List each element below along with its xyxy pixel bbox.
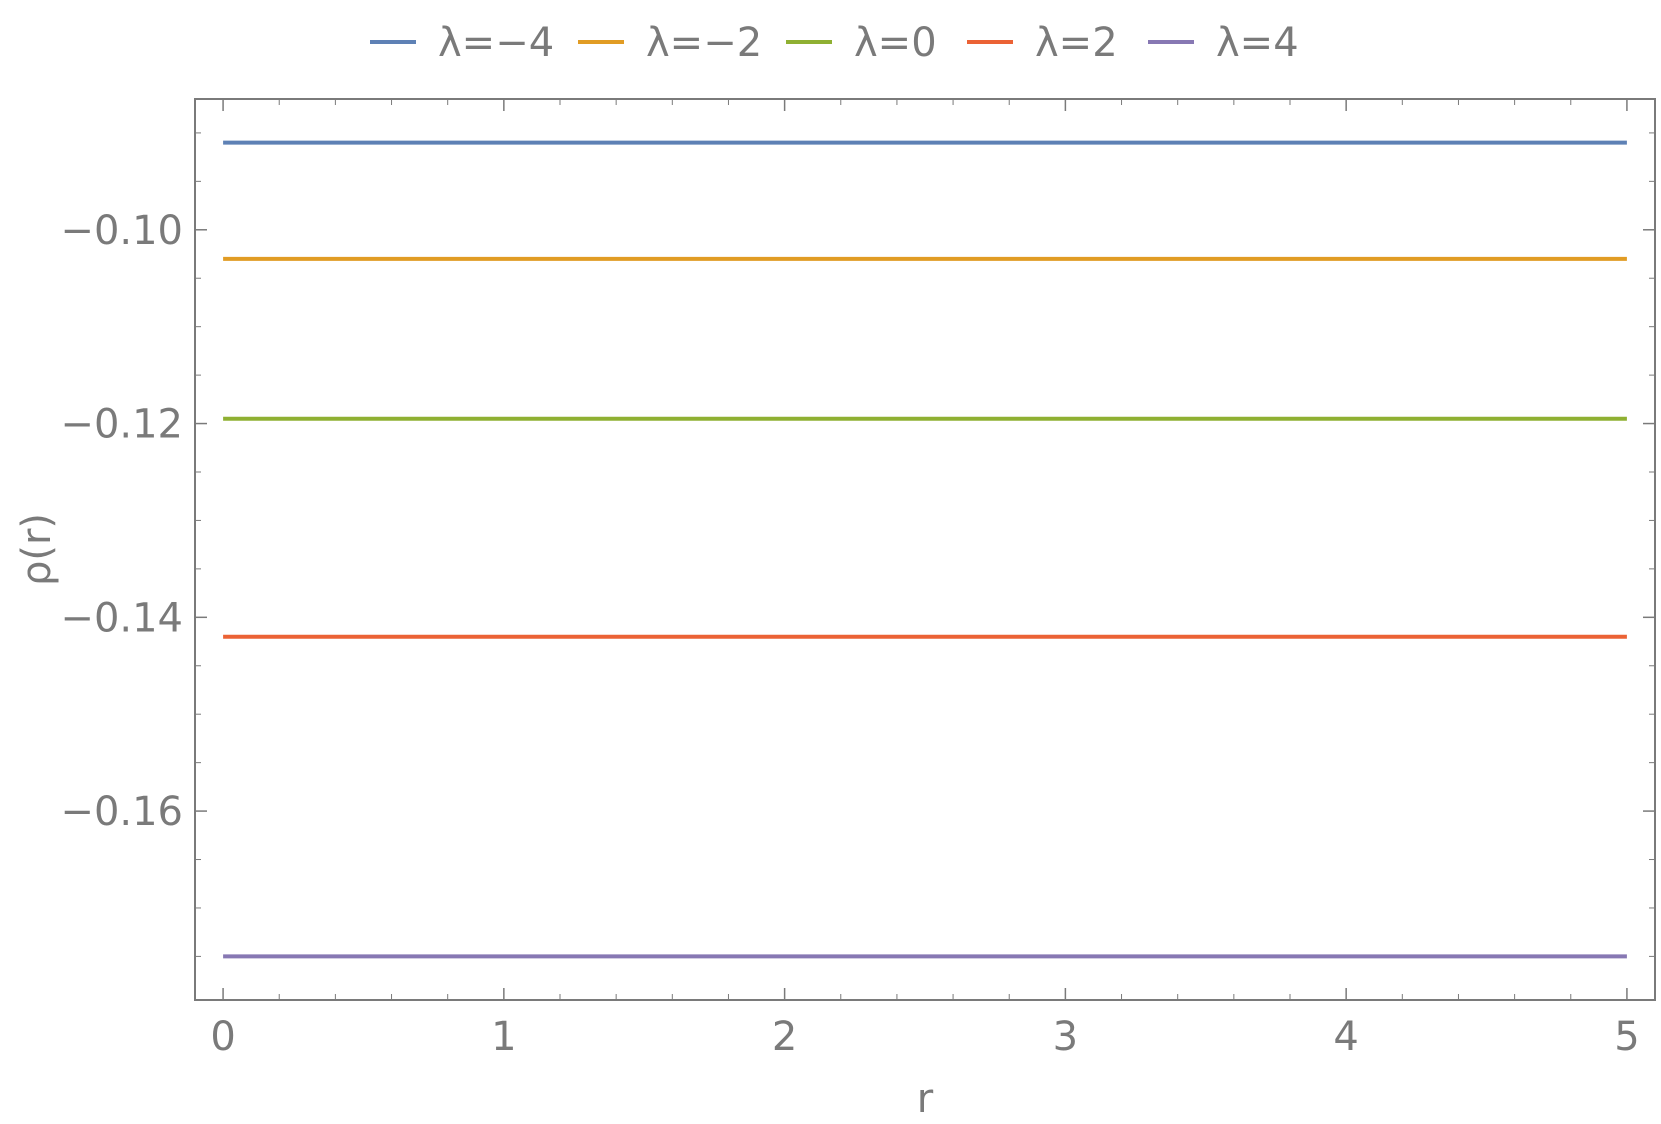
legend-item-4: λ=4 [1148,20,1299,66]
x-tick-labels: 0 1 2 3 4 5 [210,1014,1639,1060]
legend-label: λ=2 [1035,20,1118,66]
minor-ticks [195,99,1655,1000]
legend-item-1: λ=−2 [578,20,762,66]
y-tick-label: −0.16 [60,789,183,835]
legend: λ=−4 λ=−2 λ=0 λ=2 λ=4 [370,20,1299,66]
series-lines [223,140,1627,959]
x-tick-label: 3 [1053,1014,1078,1060]
y-axis-label: ρ(r) [14,513,60,586]
x-tick-label: 1 [491,1014,516,1060]
plot-frame [194,98,1656,1001]
legend-label: λ=−4 [438,20,554,66]
legend-label: λ=4 [1216,20,1299,66]
x-tick-label: 5 [1614,1014,1639,1060]
y-tick-label: −0.10 [60,208,183,254]
legend-label: λ=−2 [646,20,762,66]
legend-label: λ=0 [854,20,937,66]
y-tick-label: −0.12 [60,402,183,448]
x-tick-label: 4 [1333,1014,1358,1060]
x-axis-label: r [917,1076,934,1122]
x-tick-label: 2 [772,1014,797,1060]
y-tick-labels: −0.16 −0.14 −0.12 −0.10 [60,208,183,835]
legend-item-0: λ=−4 [370,20,554,66]
legend-item-2: λ=0 [786,20,937,66]
legend-item-3: λ=2 [967,20,1118,66]
x-tick-label: 0 [210,1014,235,1060]
major-ticks [195,99,1655,1000]
y-tick-label: −0.14 [60,595,183,641]
